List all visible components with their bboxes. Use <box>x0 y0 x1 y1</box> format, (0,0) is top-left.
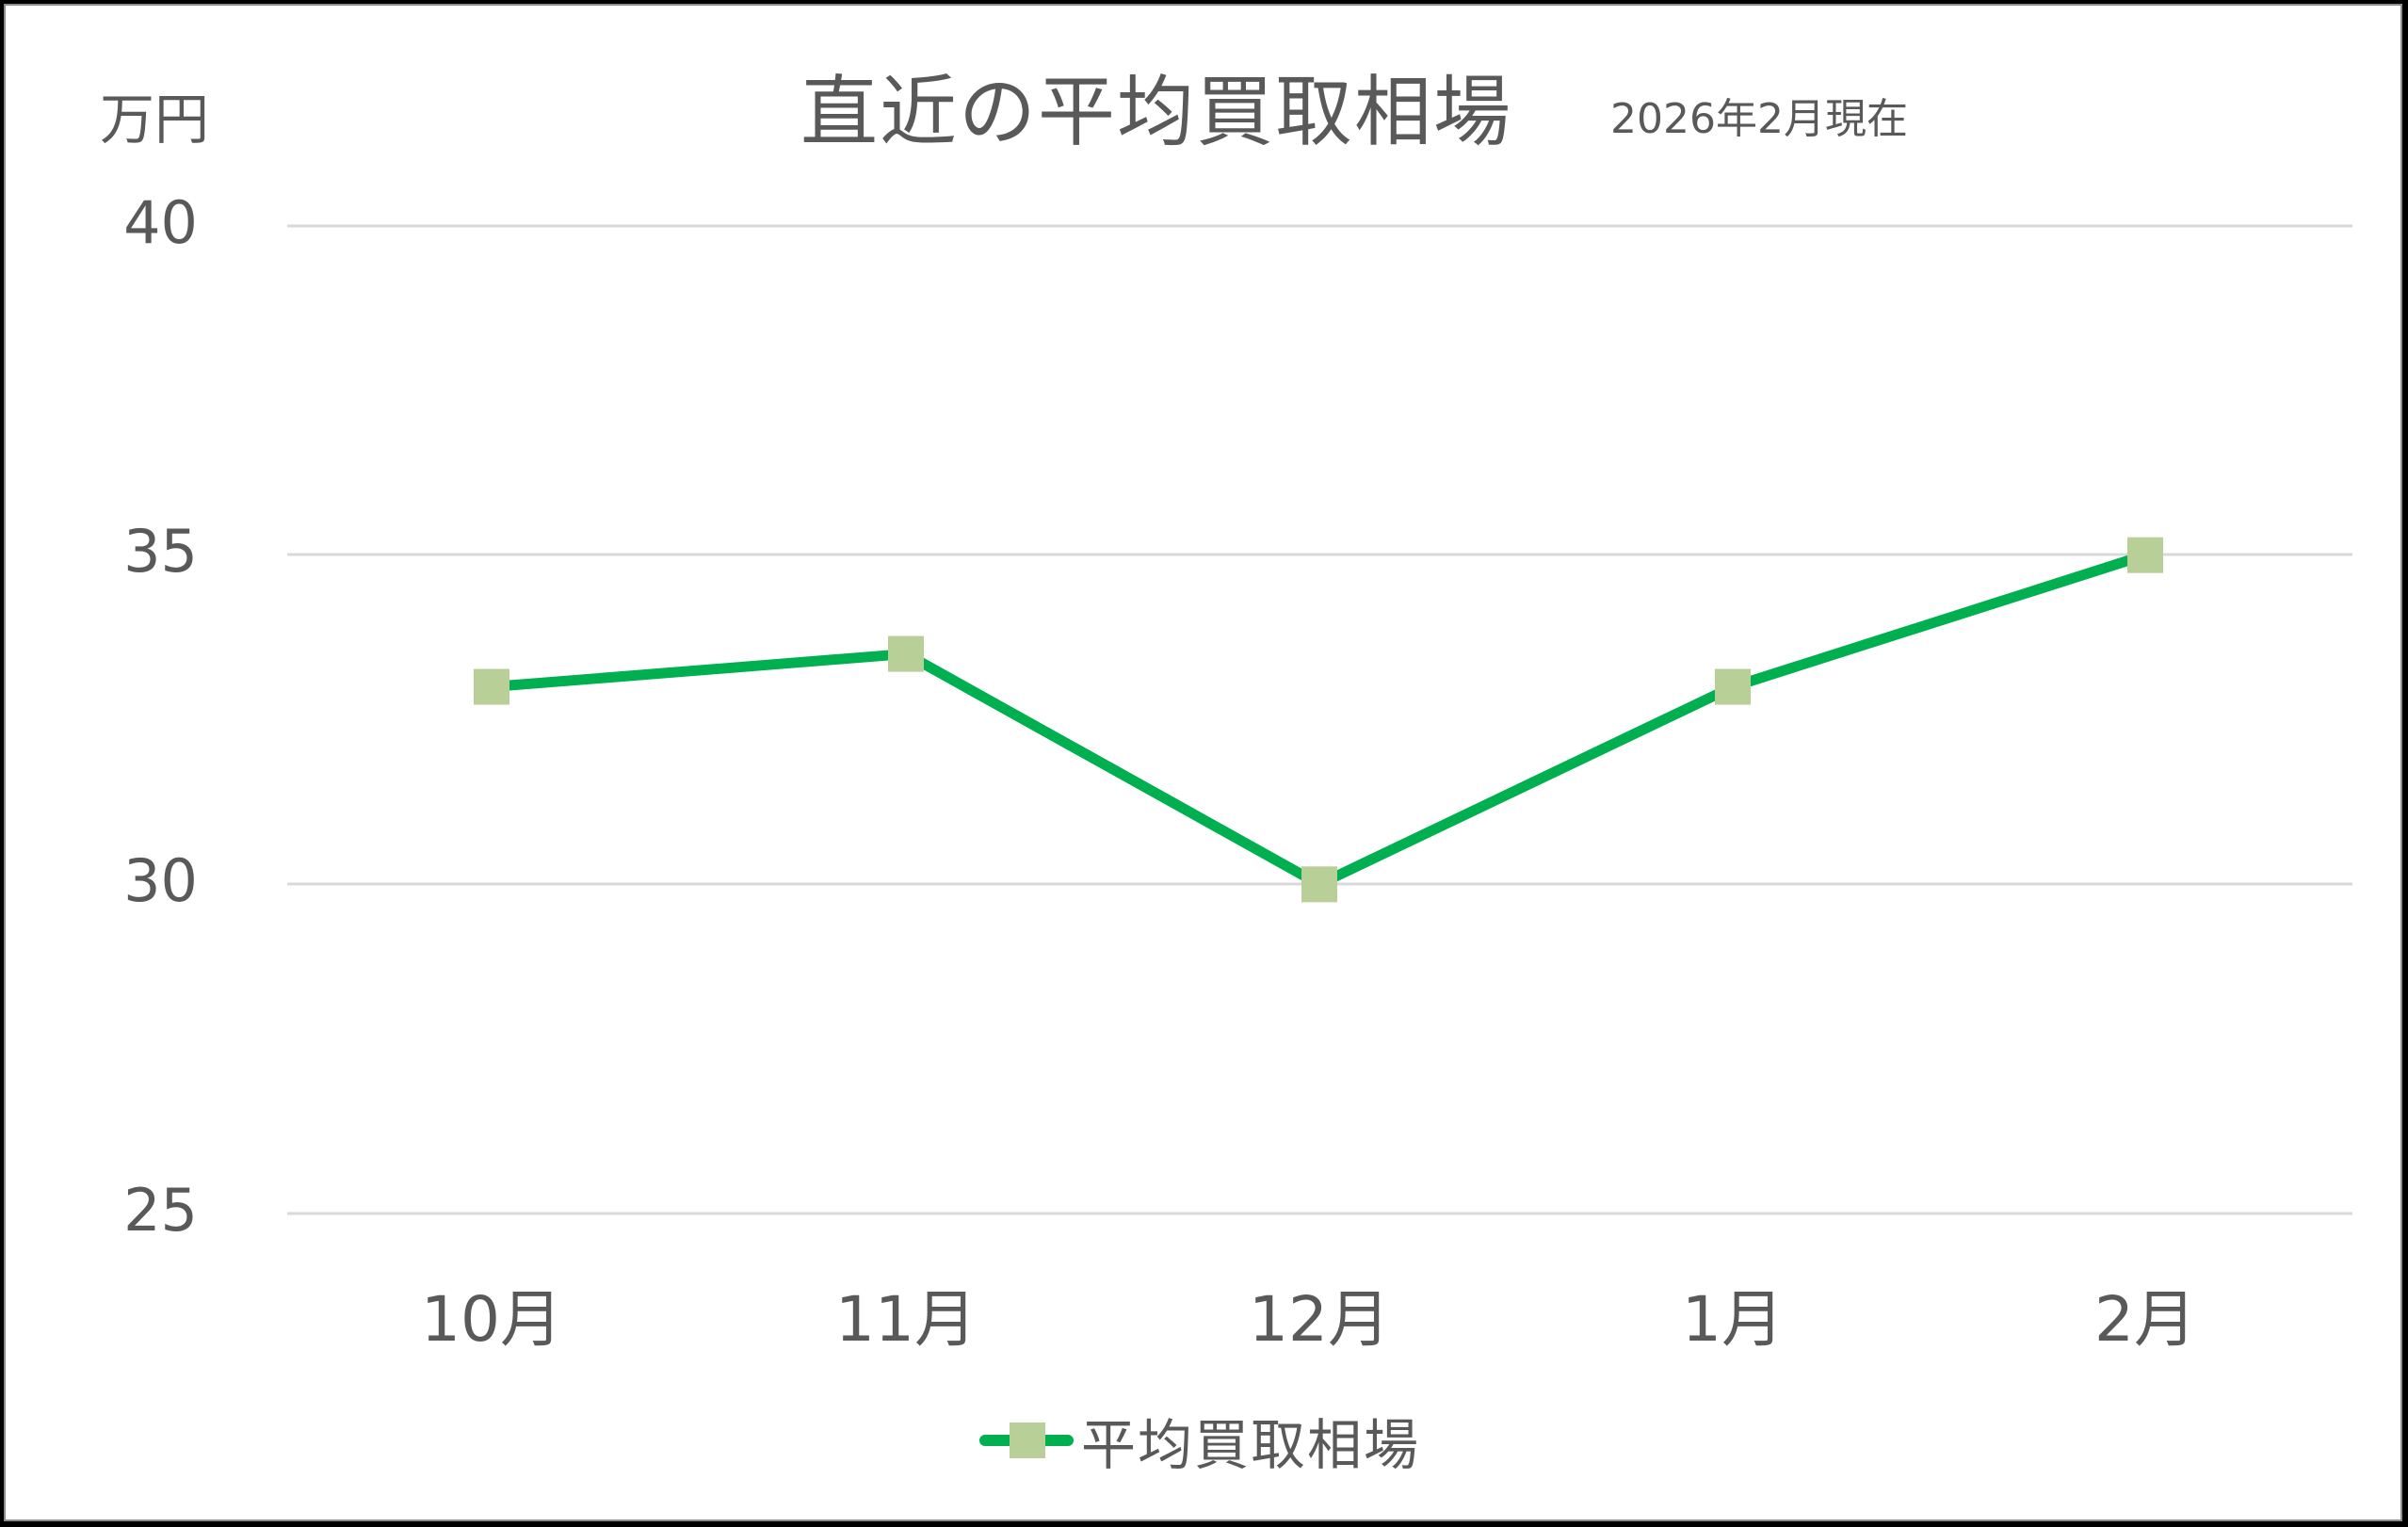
series-line <box>491 550 2147 890</box>
chart-title: 直近の平均買取相場 <box>800 68 1513 157</box>
legend-line-marker-icon <box>979 1423 1074 1458</box>
y-tick-30: 30 <box>123 846 198 915</box>
chart-frame <box>4 4 2402 1521</box>
data-point-marker <box>474 668 509 705</box>
chart-subtitle: 2026年2月現在 <box>1610 95 1908 143</box>
y-tick-25: 25 <box>123 1176 198 1245</box>
y-tick-35: 35 <box>123 517 198 586</box>
data-point-marker <box>888 635 924 672</box>
y-tick-40: 40 <box>123 188 198 257</box>
data-point-marker <box>1301 866 1337 903</box>
legend: 平均買取相場 <box>979 1403 1420 1478</box>
x-tick-nov: 11月 <box>835 1283 977 1356</box>
y-axis-unit-label: 万円 <box>100 88 210 152</box>
x-tick-oct: 10月 <box>421 1283 562 1356</box>
x-tick-dec: 12月 <box>1249 1283 1390 1356</box>
series-markers <box>474 537 2163 903</box>
legend-label: 平均買取相場 <box>1081 1413 1421 1477</box>
gridlines <box>287 224 2352 1215</box>
x-tick-feb: 2月 <box>2094 1283 2196 1356</box>
x-tick-jan: 1月 <box>1682 1283 1784 1356</box>
data-point-marker <box>2127 537 2163 573</box>
data-point-marker <box>1715 668 1751 705</box>
